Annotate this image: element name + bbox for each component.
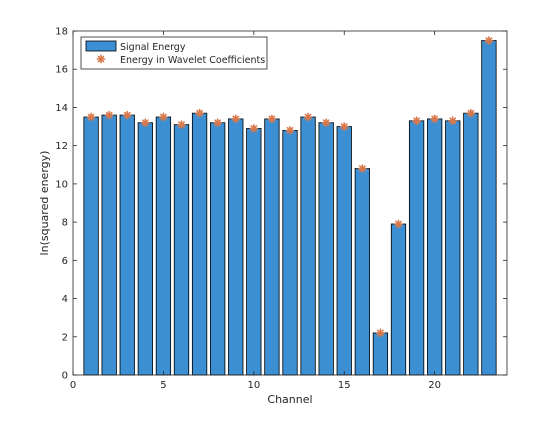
bar-channel-21: [445, 120, 461, 376]
legend: Signal Energy Energy in Wavelet Coeffici…: [80, 36, 268, 70]
bar-channel-3: [119, 114, 135, 376]
marker-channel-1: [86, 112, 96, 122]
bar-channel-17: [372, 332, 389, 376]
x-axis-label: Channel: [267, 393, 312, 406]
bar-channel-2: [101, 114, 117, 376]
marker-channel-4: [140, 118, 150, 128]
marker-channel-21: [448, 116, 458, 126]
marker-channel-11: [267, 114, 277, 124]
y-tick-label: 2: [62, 332, 68, 343]
bar-channel-6: [173, 124, 190, 376]
bar-channel-22: [463, 112, 479, 376]
y-tick-label: 6: [62, 256, 68, 267]
y-axis-label: ln(squared energy): [38, 151, 51, 256]
bar-channel-9: [228, 118, 244, 376]
legend-swatch-wavelet-energy: [96, 54, 106, 64]
bar-channel-15: [336, 126, 352, 376]
y-tick-label: 14: [55, 103, 68, 114]
marker-channel-12: [285, 125, 295, 135]
bar-channel-19: [408, 120, 425, 376]
bar-channel-1: [83, 116, 99, 376]
x-ticks: 0 5 10 15 20: [70, 31, 441, 391]
y-tick-label: 12: [55, 141, 68, 152]
markers-layer: [86, 36, 494, 338]
marker-channel-16: [357, 164, 367, 173]
marker-channel-14: [321, 118, 331, 128]
marker-channel-13: [303, 112, 313, 122]
bar-channel-5: [155, 116, 172, 376]
marker-channel-8: [213, 118, 223, 128]
x-tick-label: 20: [428, 380, 441, 391]
bar-channel-18: [390, 223, 407, 376]
bars-layer: [83, 40, 497, 376]
y-tick-label: 4: [62, 294, 68, 305]
x-tick-label: 5: [160, 380, 166, 391]
bar-channel-12: [282, 129, 298, 376]
marker-channel-10: [249, 124, 259, 133]
marker-channel-18: [394, 219, 403, 229]
y-tick-label: 18: [55, 27, 68, 38]
legend-label-signal-energy: Signal Energy: [120, 42, 186, 53]
y-ticks: 0 2 4 6 8 10 12 14 16 18: [55, 27, 507, 382]
bar-channel-10: [246, 128, 262, 376]
x-tick-label: 10: [247, 380, 260, 391]
bar-channel-23: [481, 40, 497, 376]
marker-channel-22: [466, 108, 476, 118]
marker-channel-9: [231, 114, 241, 124]
bar-channel-13: [300, 116, 316, 376]
bar-channel-20: [427, 118, 443, 376]
axes-box: [72, 30, 508, 376]
y-tick-label: 8: [62, 218, 68, 229]
marker-channel-15: [339, 122, 349, 131]
bar-channel-11: [264, 118, 280, 376]
marker-channel-20: [430, 114, 440, 124]
x-tick-label: 0: [70, 380, 76, 391]
x-tick-label: 15: [338, 380, 351, 391]
marker-channel-23: [484, 36, 494, 45]
bar-channel-4: [137, 122, 153, 376]
marker-channel-17: [376, 328, 385, 338]
marker-channel-7: [195, 108, 204, 118]
legend-swatch-signal-energy: [85, 40, 117, 52]
y-tick-label: 16: [55, 65, 68, 76]
bar-channel-16: [354, 168, 370, 376]
bar-channel-8: [210, 122, 226, 376]
legend-marker-star: [96, 54, 106, 64]
marker-channel-3: [122, 110, 132, 120]
y-tick-label: 10: [55, 179, 68, 190]
marker-channel-6: [177, 120, 186, 130]
legend-label-wavelet-energy: Energy in Wavelet Coefficients: [120, 55, 265, 66]
marker-channel-19: [412, 116, 421, 126]
bar-channel-7: [191, 112, 208, 376]
y-tick-label: 0: [62, 371, 68, 382]
marker-channel-5: [159, 112, 168, 122]
bar-channel-14: [318, 122, 334, 376]
marker-channel-2: [104, 110, 114, 120]
